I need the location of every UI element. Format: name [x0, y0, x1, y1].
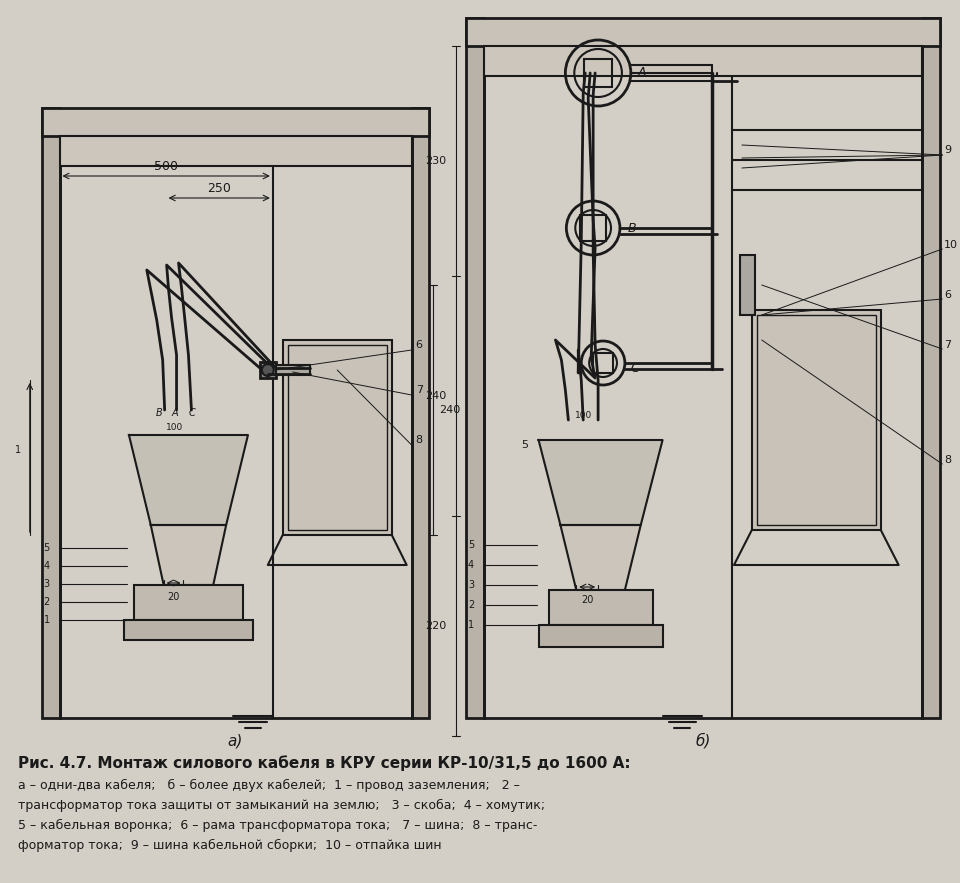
Bar — [133, 585, 243, 620]
Text: 8: 8 — [416, 435, 422, 445]
Text: 20: 20 — [167, 592, 180, 602]
Bar — [756, 315, 876, 525]
Text: 2: 2 — [468, 600, 474, 610]
Bar — [484, 46, 923, 718]
Text: форматор тока;  9 – шина кабельной сборки;  10 – отпайка шин: форматор тока; 9 – шина кабельной сборки… — [18, 839, 442, 852]
Bar — [124, 620, 252, 640]
Text: A: A — [171, 408, 178, 418]
Text: 250: 250 — [207, 182, 231, 194]
Text: 5: 5 — [468, 540, 474, 550]
Bar — [60, 136, 412, 166]
Bar — [548, 590, 653, 625]
Text: 220: 220 — [425, 621, 446, 631]
Bar — [60, 136, 412, 718]
Text: 4: 4 — [468, 560, 474, 570]
Text: 6: 6 — [416, 340, 422, 350]
Text: B: B — [628, 222, 636, 235]
Bar — [282, 340, 392, 535]
Text: C: C — [189, 408, 196, 418]
Text: 7: 7 — [945, 340, 951, 350]
Text: а – одни-два кабеля;   б – более двух кабелей;  1 – провод заземления;   2 –: а – одни-два кабеля; б – более двух кабе… — [18, 779, 519, 792]
Text: 8: 8 — [945, 455, 951, 465]
Text: 4: 4 — [43, 561, 50, 571]
Bar — [593, 353, 613, 373]
Text: 5 – кабельная воронка;  6 – рама трансформатора тока;   7 – шина;  8 – транс-: 5 – кабельная воронка; 6 – рама трансфор… — [18, 819, 538, 832]
Bar — [484, 46, 923, 76]
Bar — [580, 215, 606, 241]
Text: 5: 5 — [43, 543, 50, 553]
Text: 2: 2 — [43, 597, 50, 607]
Text: C: C — [631, 361, 639, 374]
Text: 230: 230 — [425, 156, 446, 166]
Bar — [276, 365, 310, 375]
Text: 7: 7 — [416, 385, 422, 395]
Polygon shape — [151, 525, 227, 585]
Text: 240: 240 — [440, 405, 461, 415]
Polygon shape — [539, 440, 662, 525]
Text: 6: 6 — [945, 290, 951, 300]
Text: A: A — [637, 66, 646, 79]
Text: 3: 3 — [468, 580, 474, 590]
Bar — [41, 108, 429, 136]
Text: 5: 5 — [521, 440, 529, 450]
Bar — [260, 362, 276, 378]
Text: 1: 1 — [468, 620, 474, 630]
Text: 9: 9 — [945, 145, 951, 155]
Bar — [539, 625, 662, 647]
Bar — [467, 18, 940, 46]
Text: 20: 20 — [581, 595, 593, 605]
Bar — [923, 18, 940, 718]
Polygon shape — [561, 525, 640, 590]
Text: 100: 100 — [575, 411, 592, 419]
Text: 3: 3 — [43, 579, 50, 589]
Text: 1: 1 — [43, 615, 50, 625]
Bar — [740, 255, 755, 315]
Bar — [412, 108, 429, 718]
Bar — [752, 310, 880, 530]
Bar — [467, 18, 484, 718]
Circle shape — [262, 364, 274, 376]
Text: 100: 100 — [166, 422, 183, 432]
Text: трансформатор тока защиты от замыканий на землю;   3 – скоба;  4 – хомутик;: трансформатор тока защиты от замыканий н… — [18, 799, 545, 812]
Text: 10: 10 — [945, 240, 958, 250]
Bar — [585, 59, 612, 87]
Text: б): б) — [696, 733, 711, 749]
Text: B: B — [156, 408, 162, 418]
Bar — [288, 345, 387, 530]
Text: 240: 240 — [425, 391, 446, 401]
Text: 500: 500 — [155, 160, 179, 172]
Bar — [41, 108, 60, 718]
Text: Рис. 4.7. Монтаж силового кабеля в КРУ серии КР-10/31,5 до 1600 А:: Рис. 4.7. Монтаж силового кабеля в КРУ с… — [18, 755, 631, 771]
Polygon shape — [129, 435, 248, 525]
Text: 1: 1 — [14, 445, 21, 455]
Text: а): а) — [228, 733, 243, 748]
